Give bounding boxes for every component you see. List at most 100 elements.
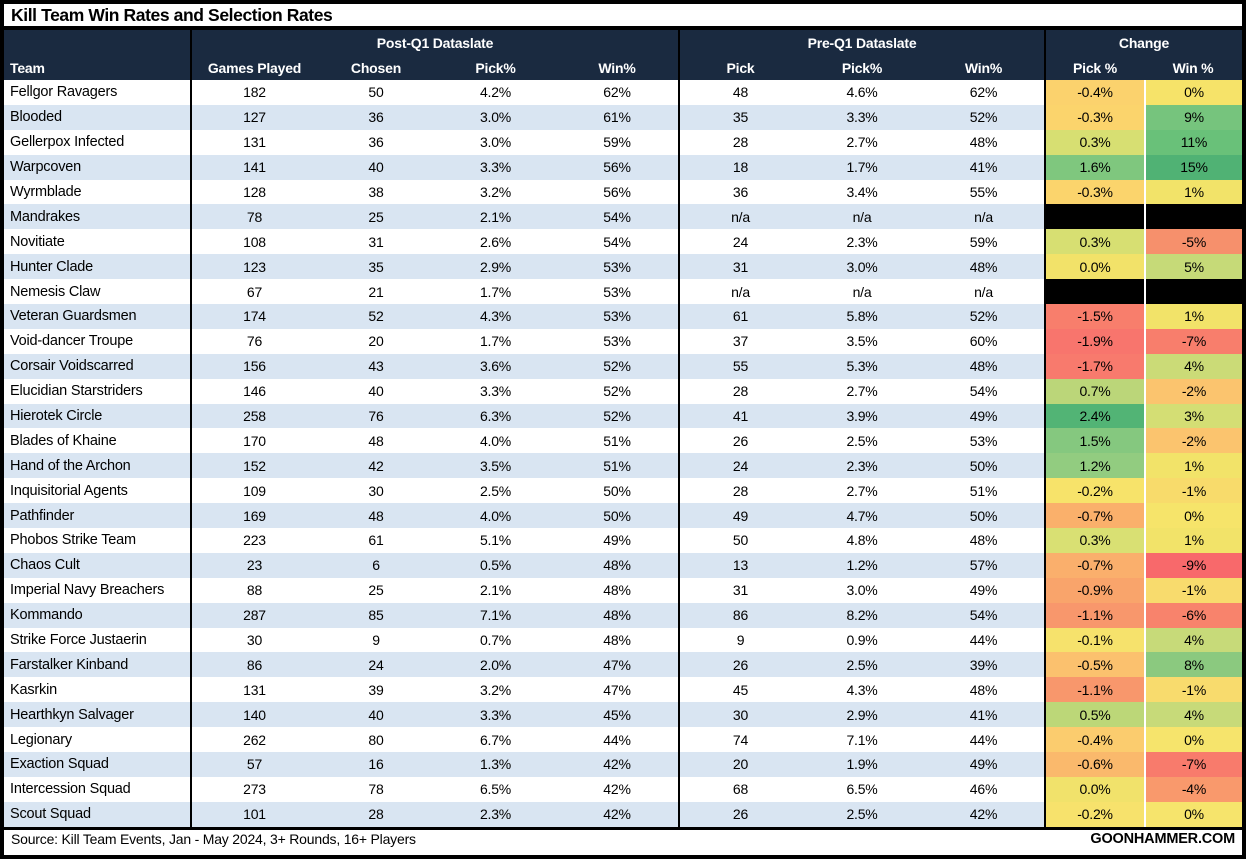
pre-pick-cell: 36 xyxy=(732,184,749,200)
change-win-pct-cell: -9% xyxy=(1144,552,1242,578)
pre-pick-cell: 28 xyxy=(732,482,749,499)
team-name-cell: Chaos Cult xyxy=(4,552,192,578)
change-pick-pct-cell: -0.2% xyxy=(1046,801,1144,827)
games-played-cell: 273 xyxy=(243,781,266,798)
change-win-pct-cell: 1% xyxy=(1144,304,1242,329)
change-pick-pct-cell: 1.5% xyxy=(1046,428,1144,454)
post-pick-pct-cell: 3.3% xyxy=(479,159,512,176)
pre-pick-pct-cell: 2.9% xyxy=(846,706,878,723)
chosen-cell: 30 xyxy=(368,482,384,499)
post-win-pct-cell: 44% xyxy=(556,727,680,753)
change-win-pct-cell: -4% xyxy=(1144,776,1242,802)
pre-pick-cell: 30 xyxy=(732,706,749,723)
post-win-pct-cell: 42% xyxy=(556,776,680,802)
team-name-cell: Strike Force Justaerin xyxy=(4,627,192,653)
chosen-cell: 28 xyxy=(368,806,384,823)
pre-win-pct-cell: 42% xyxy=(923,801,1046,827)
change-win-pct-cell: 4% xyxy=(1144,353,1242,379)
games-played-cell: 76 xyxy=(246,333,263,350)
games-played-cell: 78 xyxy=(246,208,263,225)
group-change: Change xyxy=(1118,34,1170,51)
pre-pick-cell: 18 xyxy=(732,159,749,176)
post-win-pct-cell: 48% xyxy=(556,602,680,628)
pre-win-pct-cell: 57% xyxy=(923,552,1046,578)
post-pick-pct-cell: 4.0% xyxy=(479,507,512,524)
chosen-cell: 76 xyxy=(368,408,384,425)
chosen-cell: 24 xyxy=(368,656,384,673)
post-win-pct-cell: 56% xyxy=(556,179,680,205)
team-name-cell: Fellgor Ravagers xyxy=(4,80,192,105)
pre-pick-cell: 74 xyxy=(732,731,749,748)
post-win-pct-cell: 52% xyxy=(556,403,680,429)
games-played-cell: 30 xyxy=(246,632,263,649)
post-win-pct-cell: 42% xyxy=(556,752,680,777)
change-win-pct-cell: -1% xyxy=(1144,478,1242,504)
pre-win-pct-cell: 49% xyxy=(923,403,1046,429)
pre-pick-cell: 31 xyxy=(732,258,749,275)
pre-pick-pct-cell: 0.9% xyxy=(846,632,878,649)
change-win-pct-cell: -1% xyxy=(1144,577,1242,603)
change-win-pct-cell: 1% xyxy=(1144,453,1242,479)
post-pick-pct-cell: 3.2% xyxy=(479,184,512,200)
pre-win-pct-cell: n/a xyxy=(923,204,1046,230)
pre-win-pct-cell: 54% xyxy=(923,378,1046,404)
post-pick-pct-cell: 2.6% xyxy=(479,233,512,250)
change-win-pct-cell: 5% xyxy=(1144,254,1242,280)
change-win-pct-cell: 8% xyxy=(1144,652,1242,678)
post-win-pct-cell: 53% xyxy=(556,328,680,354)
change-win-pct-cell: 11% xyxy=(1144,129,1242,155)
change-pick-pct-cell: 0.5% xyxy=(1046,702,1144,728)
group-spacer xyxy=(4,30,192,55)
col-header-chosen: Chosen xyxy=(350,59,402,76)
team-name-cell: Phobos Strike Team xyxy=(4,528,192,553)
pre-pick-pct-cell: 4.3% xyxy=(846,681,878,698)
pre-win-pct-cell: 48% xyxy=(923,129,1046,155)
change-win-pct-cell: -7% xyxy=(1144,752,1242,777)
chosen-cell: 38 xyxy=(368,184,384,200)
col-header-post-win-pct: Win% xyxy=(556,55,680,80)
team-name-cell: Legionary xyxy=(4,727,192,753)
post-win-pct-cell: 48% xyxy=(556,577,680,603)
pre-pick-cell: 24 xyxy=(732,457,749,474)
games-played-cell: 223 xyxy=(243,532,266,549)
post-win-pct-cell: 49% xyxy=(556,528,680,553)
chosen-cell: 48 xyxy=(368,507,384,524)
pre-pick-cell: 49 xyxy=(732,507,749,524)
games-played-cell: 67 xyxy=(246,283,263,300)
pre-win-pct-cell: 44% xyxy=(923,627,1046,653)
chosen-cell: 42 xyxy=(368,457,384,474)
chosen-cell: 40 xyxy=(368,706,384,723)
team-name-cell: Warpcoven xyxy=(4,154,192,180)
pre-pick-pct-cell: 3.4% xyxy=(846,184,878,200)
change-win-pct-cell: 1% xyxy=(1144,528,1242,553)
team-name-cell: Novitiate xyxy=(4,229,192,255)
pre-pick-cell: 45 xyxy=(732,681,749,698)
pre-pick-cell: 37 xyxy=(732,333,749,350)
change-pick-pct-cell: 0.0% xyxy=(1046,776,1144,802)
games-played-cell: 108 xyxy=(243,233,266,250)
table-body: Fellgor Ravagers 182 50 4.2% 62% 48 4.6% 62% -0.… xyxy=(4,80,1242,827)
pre-pick-pct-cell: 5.8% xyxy=(846,308,878,325)
change-pick-pct-cell: -0.1% xyxy=(1046,627,1144,653)
team-name-cell: Imperial Navy Breachers xyxy=(4,577,192,603)
post-pick-pct-cell: 6.5% xyxy=(479,781,512,798)
pre-pick-cell: 28 xyxy=(732,134,749,151)
table-row: Veteran Guardsmen 174 52 4.3% 53% 61 5.8% 52% -1… xyxy=(4,304,1242,329)
post-win-pct-cell: 50% xyxy=(556,503,680,529)
post-pick-pct-cell: 0.5% xyxy=(479,557,512,574)
games-played-cell: 152 xyxy=(243,457,266,474)
change-pick-pct-cell xyxy=(1046,279,1144,305)
games-played-cell: 287 xyxy=(243,607,266,624)
table-row: Blooded 127 36 3.0% 61% 35 3.3% 52% -0.3% 9% xyxy=(4,104,1242,130)
post-win-pct-cell: 54% xyxy=(556,229,680,255)
pre-pick-pct-cell: 3.3% xyxy=(846,109,878,126)
post-pick-pct-cell: 7.1% xyxy=(479,607,512,624)
page-title: Kill Team Win Rates and Selection Rates xyxy=(11,4,333,25)
change-pick-pct-cell: 2.4% xyxy=(1046,403,1144,429)
pre-pick-pct-cell: 3.0% xyxy=(846,258,878,275)
pre-pick-pct-cell: 3.5% xyxy=(846,333,878,350)
change-pick-pct-cell: -1.1% xyxy=(1046,602,1144,628)
pre-pick-cell: 55 xyxy=(732,358,749,375)
post-win-pct-cell: 56% xyxy=(556,154,680,180)
table-row: Fellgor Ravagers 182 50 4.2% 62% 48 4.6% 62% -0.… xyxy=(4,80,1242,105)
